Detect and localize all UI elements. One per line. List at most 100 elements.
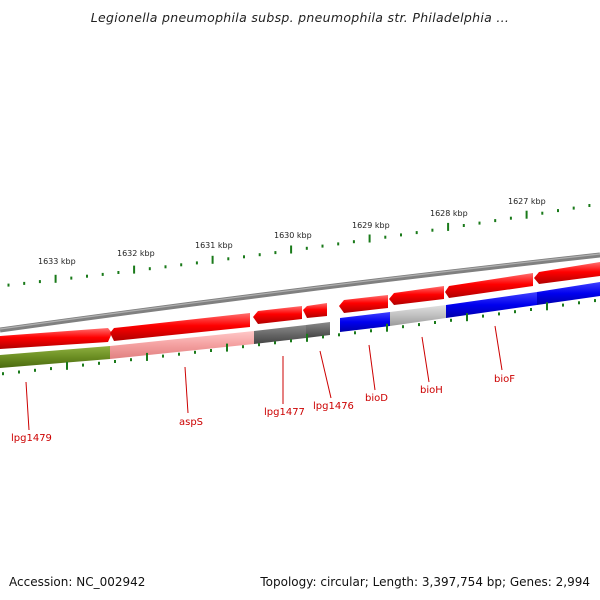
- gene-label-aspS[interactable]: aspS: [179, 417, 203, 428]
- feature-bioF-cog[interactable]: [446, 292, 537, 318]
- upper-major-tick: [133, 265, 136, 274]
- lower-minor-tick: [18, 370, 20, 374]
- upper-minor-tick: [86, 274, 88, 278]
- lower-scale-ticks: [2, 299, 596, 376]
- scale-label-1627: 1627 kbp: [508, 197, 546, 206]
- upper-minor-tick: [494, 219, 497, 223]
- accession-info: Accession: NC_002942: [9, 575, 146, 589]
- upper-major-tick: [525, 210, 528, 219]
- gene-label-lpg1477[interactable]: lpg1477: [264, 407, 305, 418]
- lower-minor-tick: [162, 354, 164, 358]
- feature-lpg1479-cog[interactable]: [0, 346, 110, 368]
- upper-minor-tick: [70, 276, 73, 280]
- backbone-highlight: [0, 253, 600, 330]
- lower-minor-tick: [434, 321, 436, 324]
- lower-minor-tick: [578, 301, 580, 305]
- feature-bioD-forward[interactable]: [339, 295, 388, 313]
- feature-next-forward[interactable]: [534, 262, 600, 284]
- feature-bioF-forward[interactable]: [445, 273, 533, 298]
- gene-label-lpg1476[interactable]: lpg1476: [313, 401, 354, 412]
- lower-minor-tick: [50, 367, 52, 371]
- feature-bioD-cog[interactable]: [340, 312, 390, 332]
- upper-minor-tick: [384, 235, 387, 239]
- upper-minor-tick: [431, 228, 434, 232]
- upper-minor-tick: [478, 221, 481, 225]
- feature-bioH-forward[interactable]: [389, 286, 444, 305]
- upper-minor-tick: [243, 255, 245, 259]
- feature-lpg1479-forward[interactable]: [0, 328, 112, 349]
- upper-minor-tick: [400, 233, 402, 237]
- lower-minor-tick: [274, 341, 276, 345]
- lower-minor-tick: [34, 368, 36, 372]
- lower-minor-tick: [210, 349, 212, 352]
- gene-label-bioH[interactable]: bioH: [420, 385, 443, 396]
- lower-minor-tick: [322, 335, 324, 339]
- lower-minor-tick: [98, 361, 100, 365]
- upper-minor-tick: [101, 272, 104, 276]
- gene-label-bioF[interactable]: bioF: [494, 374, 515, 385]
- topology-summary: Topology: circular; Length: 3,397,754 bp…: [260, 575, 590, 589]
- leader-bioF: [494, 325, 503, 371]
- upper-minor-tick: [462, 224, 465, 227]
- lower-minor-tick: [338, 333, 340, 337]
- lower-minor-tick: [562, 303, 564, 307]
- upper-minor-tick: [227, 257, 230, 261]
- upper-major-tick: [211, 255, 214, 264]
- lower-minor-tick: [114, 360, 116, 363]
- scale-label-1631: 1631 kbp: [195, 241, 233, 250]
- upper-minor-tick: [117, 271, 120, 274]
- lower-minor-tick: [594, 299, 596, 303]
- gene-labels: lpg1479 aspS lpg1477 lpg1476 bioD bioH b…: [11, 374, 515, 444]
- lower-minor-tick: [178, 352, 180, 356]
- feature-next-cog[interactable]: [537, 282, 600, 305]
- feature-lpg1476-cog[interactable]: [306, 322, 330, 338]
- lower-minor-tick: [370, 329, 372, 333]
- feature-lpg1477-forward[interactable]: [253, 306, 302, 324]
- upper-minor-tick: [337, 242, 340, 246]
- gene-label-lpg1479[interactable]: lpg1479: [11, 433, 52, 444]
- feature-aspS-cog[interactable]: [110, 331, 254, 359]
- upper-minor-tick: [588, 204, 591, 207]
- upper-minor-tick: [509, 216, 512, 220]
- feature-bioH-cog[interactable]: [390, 305, 446, 326]
- upper-minor-tick: [572, 206, 575, 210]
- lower-minor-tick: [82, 363, 84, 367]
- lower-major-tick: [146, 352, 148, 361]
- feature-lpg1476-forward[interactable]: [303, 303, 327, 318]
- upper-minor-tick: [38, 280, 41, 284]
- gene-label-bioD[interactable]: bioD: [365, 393, 388, 404]
- upper-major-tick: [290, 245, 293, 254]
- upper-major-tick: [447, 222, 450, 231]
- lower-minor-tick: [242, 345, 244, 349]
- lower-major-tick: [546, 302, 548, 311]
- lower-minor-tick: [482, 314, 484, 318]
- feature-aspS-forward[interactable]: [110, 313, 250, 341]
- forward-strand-features: [0, 262, 600, 349]
- upper-scale-ticks: [7, 204, 591, 287]
- lower-minor-tick: [498, 312, 500, 316]
- feature-lpg1477-cog[interactable]: [254, 325, 306, 344]
- lower-major-tick: [386, 323, 388, 332]
- upper-minor-tick: [557, 209, 559, 213]
- lower-minor-tick: [530, 308, 532, 311]
- lower-minor-tick: [418, 323, 420, 327]
- scale-label-1628: 1628 kbp: [430, 209, 468, 218]
- leader-bioH: [421, 336, 430, 383]
- upper-minor-tick: [274, 251, 277, 255]
- backbone-track: [0, 252, 600, 333]
- upper-major-tick: [54, 274, 57, 283]
- upper-minor-tick: [148, 267, 151, 271]
- leader-lpg1479: [25, 381, 30, 431]
- scale-label-1630: 1630 kbp: [274, 231, 312, 240]
- scale-label-1632: 1632 kbp: [117, 249, 155, 258]
- map-title: Legionella pneumophila subsp. pneumophil…: [90, 10, 510, 25]
- cog-strand-features: [0, 282, 600, 368]
- upper-minor-tick: [258, 253, 261, 257]
- leader-aspS: [184, 366, 189, 414]
- upper-minor-tick: [195, 261, 198, 265]
- lower-minor-tick: [354, 331, 356, 335]
- upper-minor-tick: [541, 211, 544, 215]
- leader-bioD: [368, 344, 376, 391]
- scale-labels: 1633 kbp 1632 kbp 1631 kbp 1630 kbp 1629…: [38, 197, 546, 266]
